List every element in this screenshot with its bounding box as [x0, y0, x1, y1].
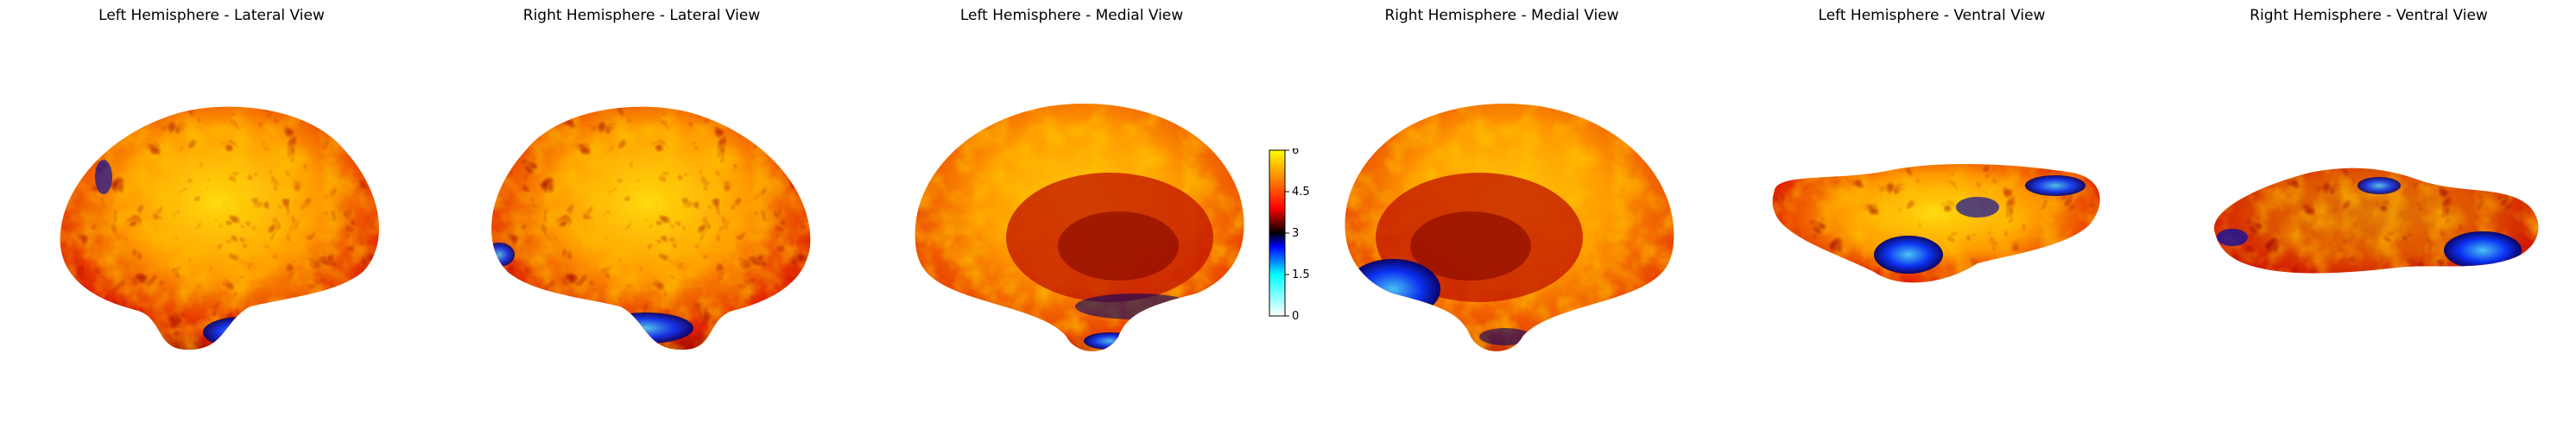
lh-medial-brain-image — [915, 104, 1244, 351]
title-lh-lateral: Left Hemisphere - Lateral View — [98, 7, 325, 24]
rh-ventral-brain-image — [2213, 167, 2539, 274]
rh-medial-brain-image — [1345, 104, 1674, 351]
colorbar-tick-label: 4.5 — [1292, 186, 1310, 199]
title-lh-ventral: Left Hemisphere - Ventral View — [1818, 7, 2046, 24]
lh-ventral-brain-image — [1772, 163, 2100, 283]
title-rh-ventral: Right Hemisphere - Ventral View — [2250, 7, 2488, 24]
title-rh-lateral: Right Hemisphere - Lateral View — [522, 7, 761, 24]
colorbar-tick-label: 0 — [1292, 310, 1299, 321]
colorbar-tick-label: 6 — [1292, 148, 1299, 157]
title-lh-medial: Left Hemisphere - Medial View — [959, 7, 1184, 24]
colorbar: 6 4.5 3 1.5 0 — [1269, 148, 1310, 321]
colorbar-tick-label: 1.5 — [1292, 268, 1310, 281]
title-rh-medial: Right Hemisphere - Medial View — [1384, 7, 1619, 24]
rh-lateral-brain-image — [491, 106, 811, 350]
lh-lateral-brain-image — [60, 106, 379, 350]
colorbar-tick-label: 3 — [1292, 227, 1299, 240]
